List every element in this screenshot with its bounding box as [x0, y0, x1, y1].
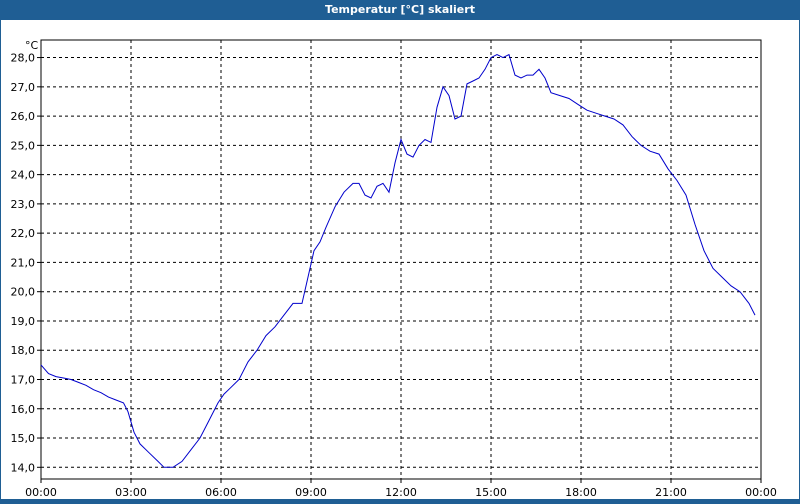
x-tick-time-label: 06:00 [205, 486, 237, 499]
y-tick-label: 14,0 [11, 461, 36, 474]
y-tick-label: 19,0 [11, 315, 36, 328]
y-tick-label: 23,0 [11, 198, 36, 211]
y-tick-label: 16,0 [11, 403, 36, 416]
temperature-series [40, 53, 756, 468]
y-axis-unit-label: °C [25, 39, 39, 52]
y-tick-label: 25,0 [11, 139, 36, 152]
x-tick-time-label: 12:00 [385, 486, 417, 499]
y-tick-label: 21,0 [11, 256, 36, 269]
y-tick-label: 22,0 [11, 227, 36, 240]
y-axis-ticks: 14,0 15,0 16,0 17,0 18,0 19,0 20,0 21,0 22,0 23,0… [11, 52, 41, 474]
x-tick-time-label: 15:00 [475, 486, 507, 499]
y-tick-label: 17,0 [11, 373, 36, 386]
y-tick-label: 24,0 [11, 169, 36, 182]
y-tick-label: 15,0 [11, 432, 36, 445]
x-axis-ticks: 00:0001.06.1703:0001.06.1706:0001.06.170… [17, 479, 785, 504]
x-tick-time-label: 03:00 [115, 486, 147, 499]
temperature-chart: 14,0 15,0 16,0 17,0 18,0 19,0 20,0 21,0 22,0 23,0… [11, 39, 786, 504]
y-tick-label: 20,0 [11, 286, 36, 299]
x-tick-time-label: 18:00 [565, 486, 597, 499]
y-tick-label: 28,0 [11, 52, 36, 65]
x-tick-time-label: 00:00 [25, 486, 57, 499]
x-tick-time-label: 09:00 [295, 486, 327, 499]
y-tick-label: 26,0 [11, 110, 36, 123]
y-tick-label: 27,0 [11, 81, 36, 94]
grid-lines [41, 40, 761, 479]
x-tick-time-label: 21:00 [655, 486, 687, 499]
y-tick-label: 18,0 [11, 344, 36, 357]
x-tick-time-label: 00:00 [745, 486, 777, 499]
chart-title: Temperatur [°C] skaliert [0, 0, 800, 20]
plot-panel: 14,0 15,0 16,0 17,0 18,0 19,0 20,0 21,0 22,0 23,0… [1, 20, 799, 504]
temperature-line [40, 53, 756, 468]
